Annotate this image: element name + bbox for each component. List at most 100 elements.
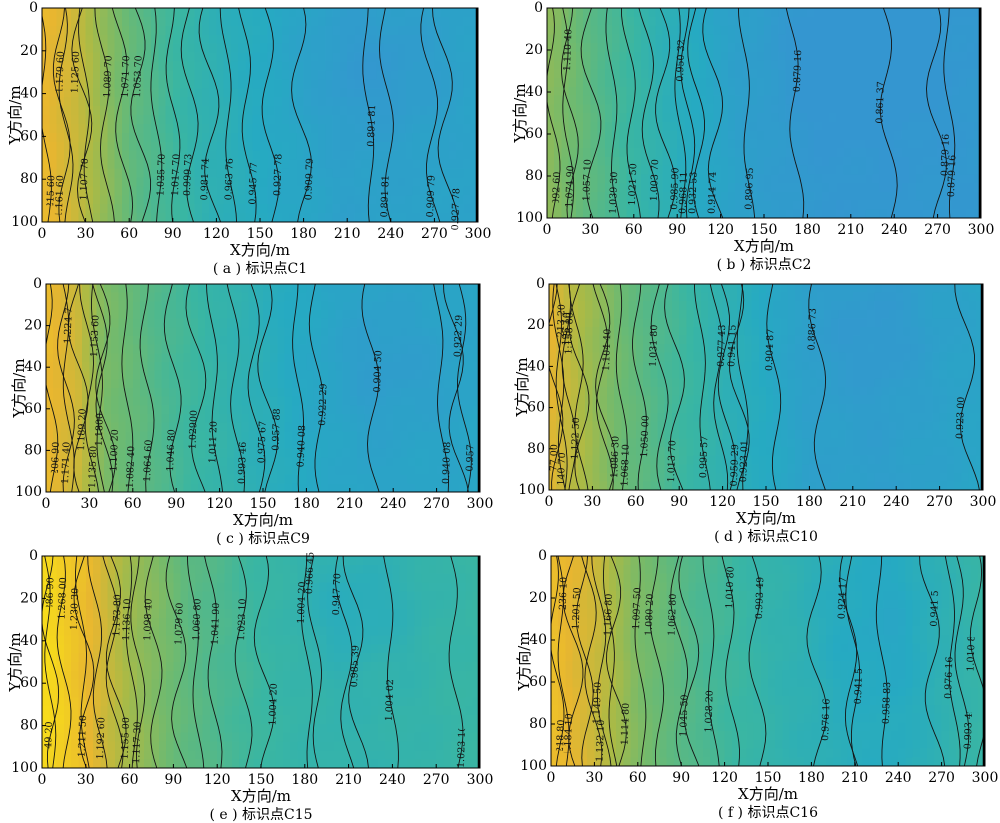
contour-line: [58, 8, 74, 222]
contour-line: [638, 8, 660, 218]
contour-label: 1.003 70: [649, 159, 661, 202]
contour-line: [555, 284, 568, 490]
contour-label: 1.140 70: [556, 452, 568, 495]
x-tick-label: 90: [167, 496, 185, 512]
contour-label: 1.158 80: [563, 312, 575, 355]
x-tick-label: 0: [545, 494, 554, 510]
x-tick-label: 240: [377, 226, 404, 242]
y-tick-label: 0: [538, 548, 547, 564]
contour-line: [729, 284, 750, 490]
contour-line: [702, 8, 724, 218]
x-tick-label: 120: [707, 222, 734, 238]
contour-line: [52, 8, 71, 222]
contour-line: [561, 284, 577, 490]
contour-line: [238, 8, 257, 222]
y-tick-label: 80: [20, 718, 38, 734]
x-tick-label: 60: [120, 226, 138, 242]
y-tick-label: 40: [527, 358, 545, 374]
chart-panel-2: 1.110 40 1.092 60 1.074 90 1.057 10 1.039 30…: [511, 0, 994, 273]
y-tick-label: 40: [20, 86, 38, 102]
contour-label: 1.161 60: [54, 175, 66, 218]
chart-panel-6: 1.236 101.218 801.201 501.184 101.166 80…: [515, 548, 998, 821]
contour-label: 0.957 88: [465, 429, 477, 472]
contour-label: 0.909 79: [425, 175, 437, 218]
y-tick-label: 80: [20, 171, 38, 187]
y-tick-label: 80: [527, 441, 545, 457]
x-tick-label: 90: [672, 770, 690, 786]
contour-line: [568, 284, 590, 490]
y-tick-label: 60: [20, 128, 38, 144]
contour-label: 0.924 17: [836, 577, 848, 620]
contour-line: [806, 556, 828, 766]
contour-line: [75, 556, 90, 768]
contour-label: 0.879 16: [792, 50, 804, 93]
x-tick-label: 270: [928, 770, 955, 786]
y-tick-label: 40: [24, 359, 42, 375]
contour-line: [91, 284, 105, 492]
contour-line: [186, 556, 205, 768]
contour-label: 0.981 74: [199, 158, 211, 201]
y-tick-label: 40: [525, 84, 543, 100]
y-tick-label: 80: [24, 442, 42, 458]
contour-line: [839, 556, 859, 766]
contour-label: 0.861 37: [874, 81, 886, 124]
x-tick-label: 180: [794, 222, 821, 238]
contour-label: 1.089 70: [102, 55, 114, 98]
x-tick-label: 90: [164, 772, 182, 788]
x-tick-label: 300: [972, 770, 999, 786]
contour-line: [736, 284, 749, 490]
contour-line: [130, 8, 152, 222]
contour-label: 1.041 90: [210, 602, 222, 645]
contour-line: [670, 556, 688, 766]
contour-line: [261, 8, 280, 222]
contour-line: [702, 556, 720, 766]
x-tick-label: 240: [379, 772, 406, 788]
contour-line: [257, 284, 278, 492]
x-tick-label: 120: [203, 226, 230, 242]
contour-label: 1.149 50: [591, 682, 603, 725]
contour-label: 1.074 90: [564, 165, 576, 208]
x-tick-label: 300: [467, 496, 494, 512]
chart-panel-5: 1.286 90 1.268 001.249 201.230 301.211 50…: [6, 548, 493, 823]
contour-line: [655, 8, 676, 218]
contour-line: [591, 556, 612, 766]
contour-line: [130, 556, 146, 768]
contour-label: 0.909 79: [303, 158, 315, 201]
contour-label: 0.945 77: [247, 162, 259, 205]
chart-panel-3: 1.224 71.206 901.171 401.189 201.153 601…: [10, 276, 493, 547]
x-tick-label: 60: [121, 772, 139, 788]
contour-label: 0.923 00: [955, 397, 967, 440]
contour-label: 0.976 16: [943, 656, 955, 699]
contour-line: [674, 8, 687, 218]
y-tick-label: 80: [525, 168, 543, 184]
contour-line: [165, 556, 188, 768]
contour-label: 0.922 29: [317, 383, 329, 426]
contour-line: [678, 556, 700, 766]
contour-label: 1.173 80: [111, 594, 123, 637]
contour-label: 1.177 00: [548, 444, 560, 487]
contour-line: [606, 556, 627, 766]
contour-line: [634, 556, 647, 766]
contour-label: 1.171 40: [60, 442, 72, 485]
contour-label: 0.896 95: [744, 167, 756, 210]
contour-label: 1.028 20: [703, 690, 715, 733]
x-tick-label: 30: [80, 496, 98, 512]
contour-line: [198, 8, 222, 222]
contour-label: 1.268 00: [57, 577, 69, 620]
contour-line: [87, 556, 108, 768]
contour-label: 1.046 80: [165, 429, 177, 472]
contour-label: 1.218 80: [555, 719, 567, 762]
x-tick-label: 60: [124, 496, 142, 512]
contour-line: [944, 556, 961, 766]
contour-line: [954, 284, 980, 490]
x-tick-label: 270: [423, 772, 450, 788]
contour-line: [163, 284, 182, 492]
contour-line: [292, 284, 304, 492]
x-axis-label: X方向/m: [734, 237, 794, 255]
x-tick-label: 0: [38, 772, 47, 788]
contour-line: [721, 556, 740, 766]
contour-label: 1.211 50: [77, 715, 89, 758]
contour-line: [580, 8, 602, 218]
contour-label: 1.213 20: [555, 304, 567, 347]
contour-label: 1.179 60: [54, 51, 66, 94]
